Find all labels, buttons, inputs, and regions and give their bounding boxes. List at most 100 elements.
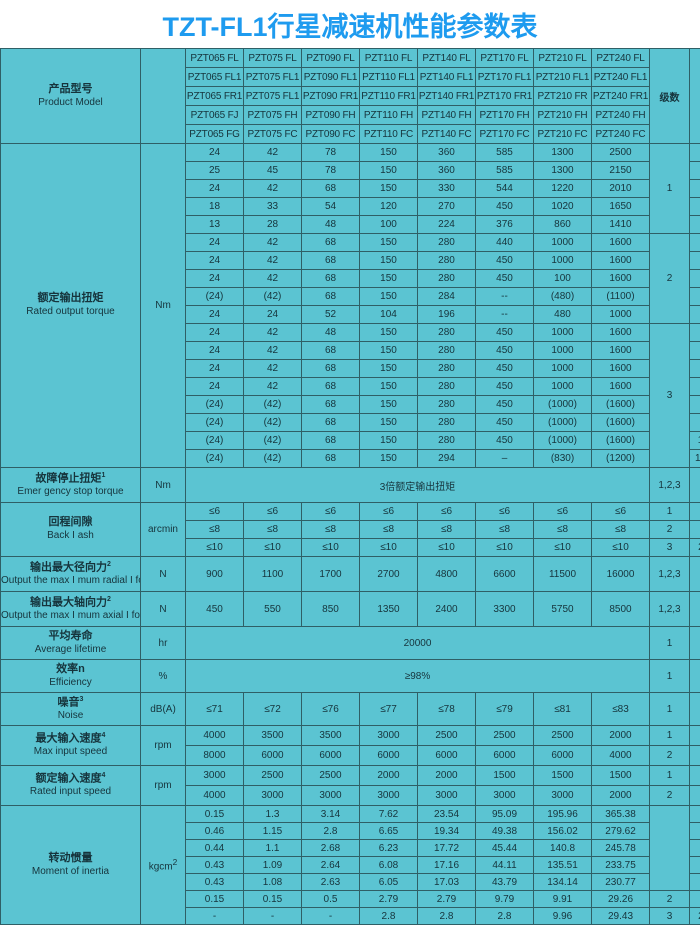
data-cell: 1020 [534,198,592,216]
data-cell: 42 [244,180,302,198]
ratio-cell: 1.5 [690,823,700,840]
unit-cell-noise: dB(A) [141,693,186,726]
data-cell: (1200) [592,450,650,468]
data-cell: 19.34 [418,823,476,840]
model-cell: PZT090 FC [302,125,360,144]
data-cell: 450 [476,252,534,270]
data-cell: 1000 [534,324,592,342]
data-cell: 1700 [302,557,360,592]
ratio-cell: 24~128 [690,539,700,557]
data-cell: 3000 [302,786,360,806]
data-cell: 270 [418,198,476,216]
ratio-cell: 8 [690,252,700,270]
data-cell: (1000) [534,414,592,432]
ratio-cell: 1~128 [690,468,700,503]
data-cell: (1600) [592,414,650,432]
data-cell: 1600 [592,342,650,360]
data-cell: ≤81 [534,693,592,726]
data-cell: 42 [244,324,302,342]
ratio-cell: 6~20 [690,891,700,908]
data-cell: 150 [360,144,418,162]
model-cell: PZT065 FR1 [186,87,244,106]
data-cell: 2700 [360,557,418,592]
model-cell: PZT170 FC [476,125,534,144]
data-cell: 4800 [418,557,476,592]
data-cell: 280 [418,414,476,432]
ratio-cell: 20 [690,306,700,324]
stage-cell: 2 [650,786,690,806]
data-cell: 585 [476,162,534,180]
data-cell: 230.77 [592,874,650,891]
data-cell: 1600 [592,378,650,396]
model-cell: PZT065 FJ [186,106,244,125]
unit-cell-max-input-speed: rpm [141,726,186,766]
data-cell: 2500 [244,766,302,786]
data-cell: 0.5 [302,891,360,908]
data-cell: 23.54 [418,806,476,823]
ratio-cell: 64(70) [690,396,700,414]
model-cell: PZT240 FR1 [592,87,650,106]
ratio-cell: 6 [690,234,700,252]
data-cell: 6000 [302,746,360,766]
data-cell: 2500 [302,766,360,786]
ratio-cell: 3 [690,198,700,216]
data-cell: 6.65 [360,823,418,840]
data-cell: 4000 [186,726,244,746]
data-cell: 360 [418,162,476,180]
data-cell: 8000 [186,746,244,766]
data-cell: 150 [360,270,418,288]
data-cell: 9.91 [534,891,592,908]
data-cell: 2.68 [302,840,360,857]
data-cell: (42) [244,414,302,432]
ratio-cell: 1~4 [690,503,700,521]
ratio-cell: 1~4 [690,766,700,786]
data-cell: ≤8 [534,521,592,539]
data-cell: 24 [186,252,244,270]
data-cell: 1000 [534,342,592,360]
data-cell: ≤10 [360,539,418,557]
model-cell: PZT210 FC [534,125,592,144]
data-cell: 360 [418,144,476,162]
model-cell: PZT090 FR1 [302,87,360,106]
data-cell: 134.14 [534,874,592,891]
data-cell: 68 [302,396,360,414]
ratio-cell: 10 [690,270,700,288]
data-cell: 78 [302,162,360,180]
data-cell: 68 [302,288,360,306]
data-cell: 1000 [534,378,592,396]
page-title-bar: TZT-FL1行星减速机性能参数表 [0,0,700,48]
data-cell: 196 [418,306,476,324]
data-cell: 42 [244,234,302,252]
data-cell: 29.26 [592,891,650,908]
model-cell: PZT090 FL1 [302,68,360,87]
data-cell: 24 [186,360,244,378]
data-cell: 3500 [302,726,360,746]
data-cell: 18 [186,198,244,216]
data-cell: 68 [302,450,360,468]
ratio-cell: 40 [690,360,700,378]
model-cell: PZT240 FL [592,49,650,68]
stage-cell: 1 [650,726,690,746]
data-cell: 24 [186,270,244,288]
data-cell: 480 [534,306,592,324]
data-cell: (24) [186,288,244,306]
data-cell: 150 [360,432,418,450]
data-cell: 2000 [592,726,650,746]
data-cell: ≤6 [302,503,360,521]
data-cell: 0.43 [186,857,244,874]
data-cell: 24 [186,324,244,342]
data-cell: 1100 [244,557,302,592]
data-cell: 860 [534,216,592,234]
data-cell: 68 [302,360,360,378]
ratio-cell: 6~128 [690,786,700,806]
data-cell: ≤76 [302,693,360,726]
data-cell: 376 [476,216,534,234]
stage-cell: 2 [650,891,690,908]
data-cell: 68 [302,342,360,360]
data-cell: 1500 [534,766,592,786]
